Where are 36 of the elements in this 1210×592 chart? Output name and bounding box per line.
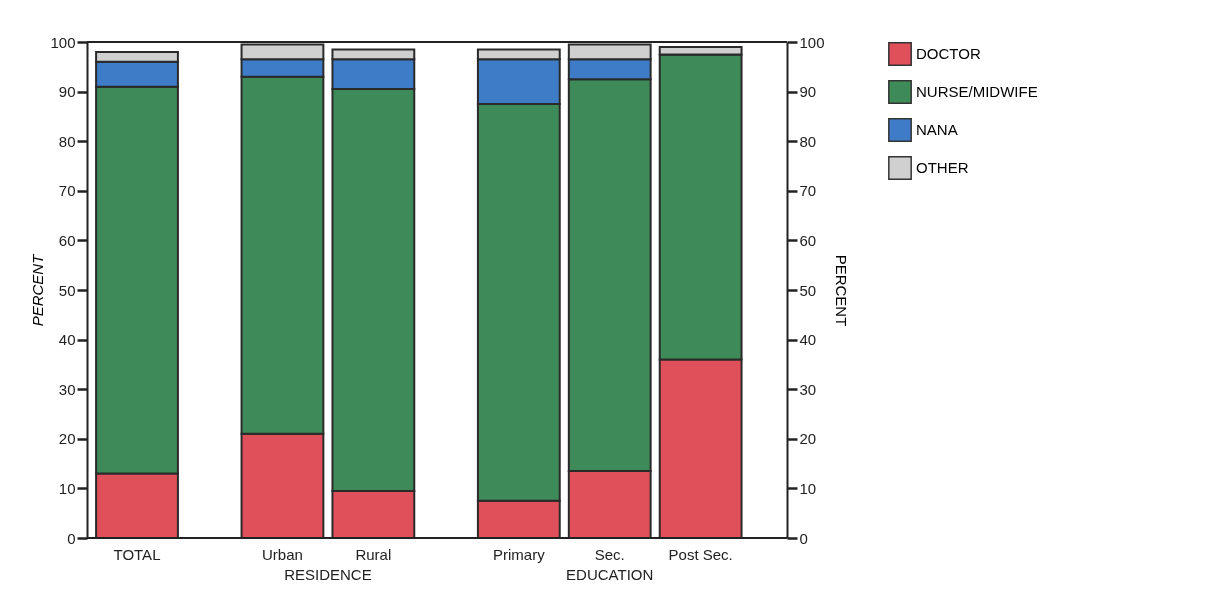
y-tick-label: 90 [58, 83, 76, 101]
x-tick-label: Primary [492, 546, 546, 563]
y-tick-label: 50 [58, 281, 76, 299]
x-tick-label: TOTAL [113, 546, 161, 563]
legend-label: NANA [916, 121, 958, 138]
y2-tick-label: 20 [799, 430, 817, 448]
y-tick-label: 40 [58, 331, 76, 349]
y-tick-label: 70 [58, 182, 76, 200]
y2-tick-label: 70 [799, 182, 817, 200]
y-tick-label: 100 [50, 33, 76, 51]
y2-tick-label: 100 [799, 33, 825, 51]
y2-tick-label: 90 [799, 83, 817, 101]
y2-tick-label: 50 [799, 281, 817, 299]
y2-axis-title: PERCENT [832, 254, 850, 327]
x-tick-label: Post Sec. [668, 546, 733, 563]
y2-tick-label: 30 [799, 380, 817, 398]
y-tick-label: 0 [67, 529, 76, 547]
y2-tick-label: 60 [799, 231, 817, 249]
legend-label: NURSE/MIDWIFE [916, 83, 1038, 100]
y2-tick-label: 80 [799, 132, 817, 150]
y-axis-title: PERCENT [29, 252, 47, 327]
y-tick-label: 80 [58, 132, 76, 150]
x-tick-label: Sec. [594, 546, 625, 563]
y-tick-label: 60 [58, 231, 76, 249]
y-tick-label: 10 [58, 479, 76, 497]
text: RESIDENCE [284, 566, 372, 583]
x-tick-label: Rural [355, 546, 392, 563]
x-tick-label: Urban [262, 546, 303, 563]
legend-label: OTHER [916, 159, 969, 176]
y2-tick-label: 40 [799, 331, 817, 349]
text: EDUCATION [566, 566, 654, 583]
y2-tick-label: 10 [799, 479, 817, 497]
y2-tick-label: 0 [799, 529, 808, 547]
legend-label: DOCTOR [916, 45, 981, 62]
y-tick-label: 30 [58, 380, 76, 398]
y-tick-label: 20 [58, 430, 76, 448]
